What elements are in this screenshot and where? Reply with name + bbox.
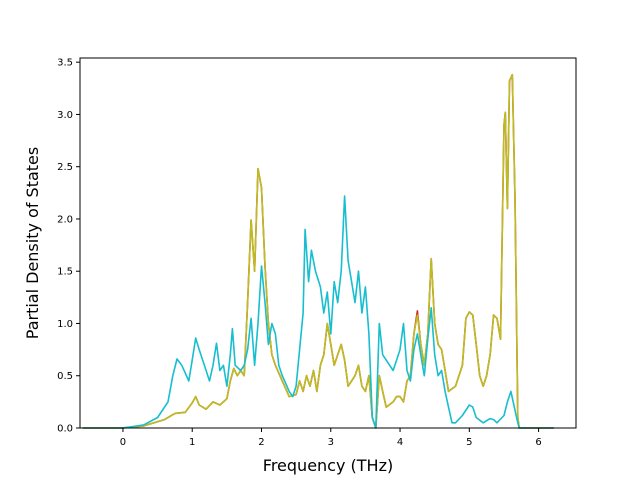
plot-frame [79,57,577,429]
series-lines [82,73,554,429]
x-tick-label: 6 [535,437,541,448]
y-tick-label: 3.5 [57,58,73,69]
y-axis-label: Partial Density of States [23,147,42,339]
x-tick-label: 5 [466,437,472,448]
x-tick-label: 0 [120,437,126,448]
x-tick-label: 1 [189,437,195,448]
pdos-series-2 [82,73,554,429]
y-tick-label: 2.0 [57,214,73,225]
y-tick-label: 2.5 [57,162,73,173]
y-tick-label: 0.0 [57,424,73,435]
x-axis-ticks: 0 1 2 3 4 5 6 [120,428,542,448]
x-tick-label: 4 [397,437,403,448]
y-tick-label: 3.0 [57,110,73,121]
y-tick-label: 1.0 [57,319,73,330]
y-tick-label: 0.5 [57,371,73,382]
x-axis-label: Frequency (THz) [263,456,393,475]
x-tick-label: 2 [258,437,264,448]
x-tick-label: 3 [328,437,334,448]
y-axis-ticks: 0.0 0.5 1.0 1.5 2.0 2.5 3.0 3.5 [57,58,80,435]
y-tick-label: 1.5 [57,267,73,278]
pdos-series-3 [82,195,554,429]
